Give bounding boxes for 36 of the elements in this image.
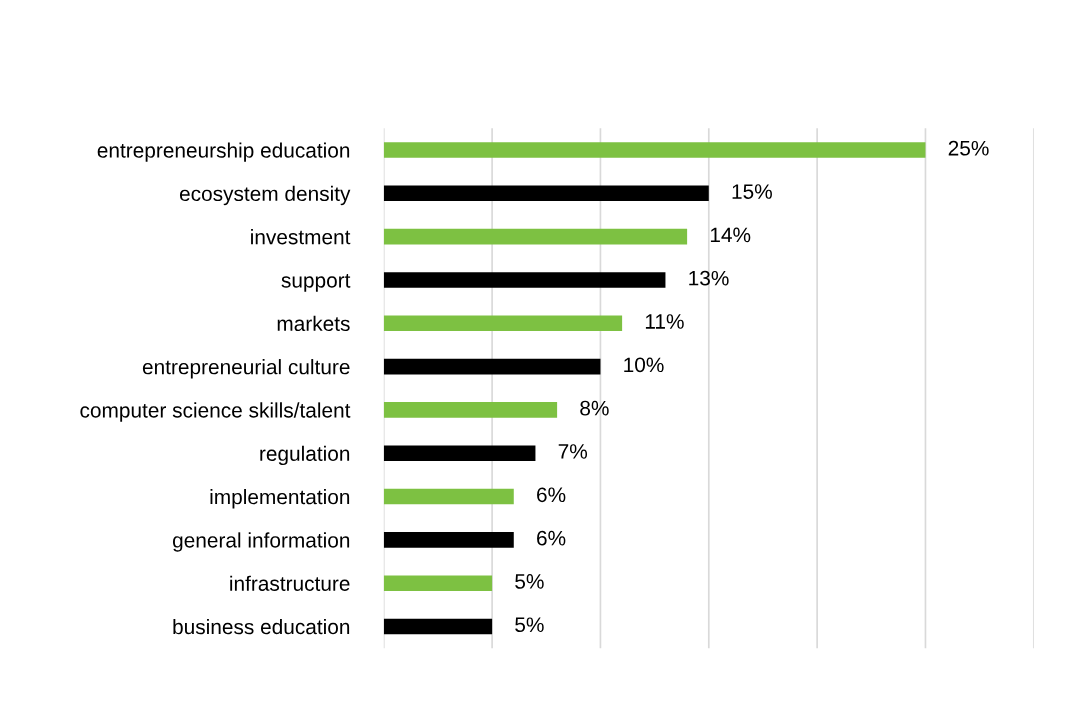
y-tick-label: ecosystem density bbox=[179, 185, 351, 206]
y-tick-label: business education bbox=[173, 618, 350, 635]
bar bbox=[383, 272, 666, 288]
bar bbox=[383, 575, 493, 591]
bar bbox=[383, 532, 514, 548]
bar bbox=[383, 445, 536, 462]
data-label: 15% bbox=[732, 184, 772, 199]
bar bbox=[383, 228, 688, 245]
y-tick-label: entrepreneurship education bbox=[97, 142, 350, 162]
data-label: 7% bbox=[558, 444, 588, 459]
y-tick-label: computer science skills/talent bbox=[80, 402, 351, 422]
bar bbox=[383, 315, 623, 332]
data-label: 5% bbox=[515, 574, 544, 589]
y-tick-label: investment bbox=[251, 229, 351, 245]
bar bbox=[383, 185, 709, 202]
data-label: 13% bbox=[689, 270, 729, 286]
bar bbox=[383, 402, 558, 418]
bar bbox=[383, 142, 926, 158]
data-label: 8% bbox=[580, 400, 609, 416]
data-label: 5% bbox=[515, 617, 544, 633]
data-label: 25% bbox=[948, 140, 989, 156]
data-label: 6% bbox=[537, 530, 566, 546]
y-tick-label: support bbox=[281, 274, 351, 292]
y-tick-label: markets bbox=[277, 315, 350, 332]
data-label: 6% bbox=[537, 487, 566, 503]
bar bbox=[383, 618, 493, 635]
data-label: 11% bbox=[645, 314, 684, 329]
bar bbox=[383, 488, 514, 505]
y-tick-label: infrastructure bbox=[230, 575, 350, 591]
bar bbox=[383, 358, 601, 375]
y-tick-label: implementation bbox=[210, 489, 350, 509]
data-label: 14% bbox=[710, 227, 751, 243]
y-tick-label: general information bbox=[172, 532, 350, 552]
y-tick-label: regulation bbox=[260, 445, 350, 466]
y-tick-label: entrepreneurial culture bbox=[142, 359, 350, 379]
data-label: 10% bbox=[624, 357, 664, 373]
